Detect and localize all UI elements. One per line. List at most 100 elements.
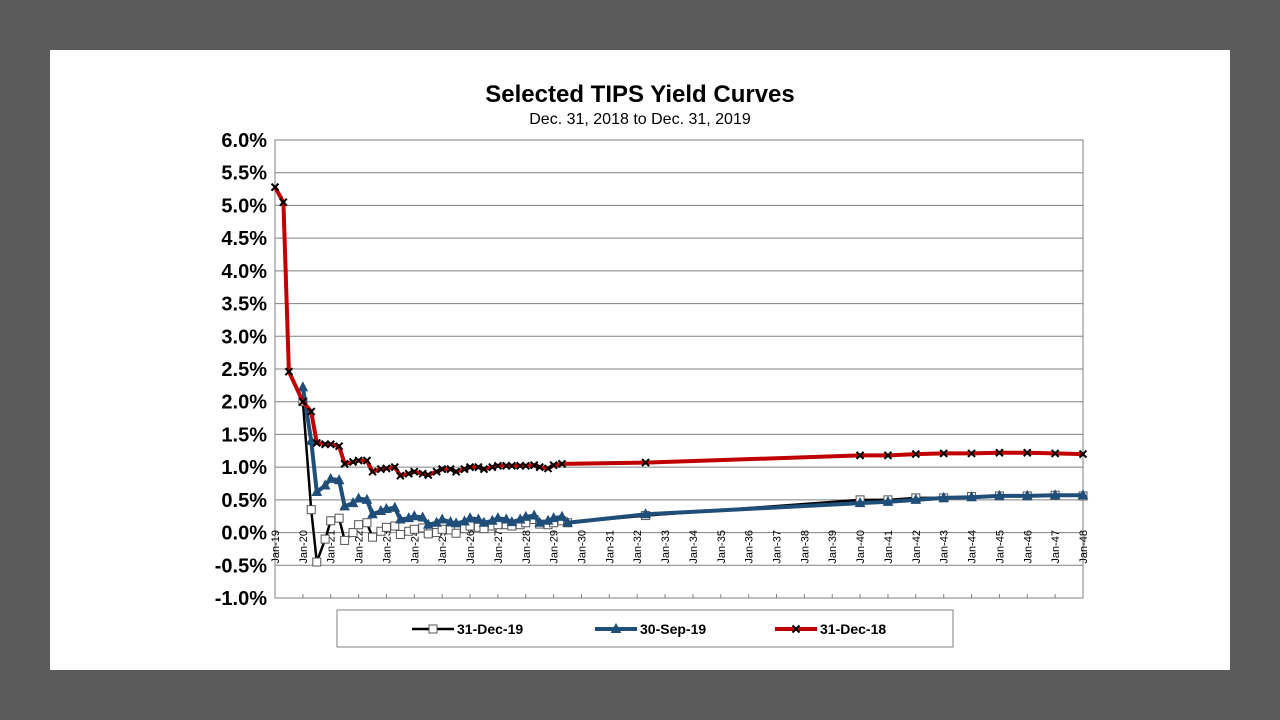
y-tick-label: 6.0% (221, 130, 267, 152)
data-point (1078, 449, 1088, 459)
data-point (437, 464, 447, 474)
data-point (910, 493, 922, 504)
x-tick-label: Jan-23 (381, 530, 393, 564)
data-point (641, 458, 650, 467)
x-tick-label: Jan-31 (604, 530, 616, 564)
y-tick-label: 2.5% (221, 359, 267, 381)
data-point (528, 509, 540, 520)
data-point (451, 467, 461, 476)
data-point (911, 449, 921, 459)
data-point (311, 485, 323, 497)
data-point (994, 489, 1005, 500)
y-tick-label: -0.5% (215, 555, 267, 577)
chart: Selected TIPS Yield Curves Dec. 31, 2018… (215, 81, 1090, 648)
data-point (326, 516, 336, 526)
data-point (967, 449, 976, 458)
y-tick-label: 2.0% (221, 392, 267, 414)
data-point (464, 512, 476, 523)
data-point (340, 535, 350, 545)
x-tick-label: Jan-35 (716, 530, 728, 564)
legend-label: 31-Dec-19 (457, 621, 523, 637)
data-point (436, 513, 448, 524)
data-point (361, 493, 373, 504)
series-group (270, 182, 1089, 567)
x-tick-label: Jan-36 (744, 530, 756, 564)
data-point (326, 440, 335, 449)
data-point (422, 518, 434, 529)
data-point (410, 467, 419, 476)
x-tick-label: Jan-28 (521, 530, 533, 564)
data-point (340, 459, 349, 469)
series-1 (297, 381, 1089, 529)
data-point (362, 518, 372, 528)
y-tick-label: 4.5% (221, 228, 267, 250)
data-point (353, 492, 364, 503)
data-point (855, 451, 865, 460)
y-tick-label: -1.0% (215, 588, 267, 610)
data-point (417, 511, 428, 522)
x-tick-label: Jan-29 (549, 530, 561, 564)
data-point (445, 516, 456, 527)
data-point (1049, 489, 1061, 500)
data-point (450, 517, 462, 528)
data-point (325, 472, 337, 483)
data-point (460, 464, 469, 474)
data-point (312, 438, 322, 448)
x-tick-label: Jan-19 (270, 530, 282, 564)
data-point (368, 532, 378, 542)
data-point (424, 470, 433, 480)
data-point (362, 456, 372, 465)
data-point (306, 505, 316, 515)
data-point (354, 520, 364, 530)
data-point (382, 464, 391, 473)
data-point (381, 502, 392, 514)
data-point (465, 462, 475, 472)
data-point (279, 197, 288, 207)
y-tick-label: 5.0% (221, 195, 267, 217)
data-point (507, 461, 517, 471)
x-tick-label: Jan-37 (772, 530, 784, 564)
data-point (432, 467, 441, 476)
data-point (556, 510, 568, 521)
data-point (557, 459, 567, 469)
x-tick-label: Jan-26 (465, 530, 477, 564)
data-point (390, 521, 400, 531)
data-point (478, 516, 490, 527)
x-tick-label: Jan-22 (354, 530, 366, 564)
legend: 31-Dec-19 30-Sep-19 31-Dec-18 (412, 621, 886, 637)
data-point (562, 516, 573, 527)
data-point (451, 528, 461, 538)
data-point (966, 491, 977, 502)
x-tick-label: Jan-25 (437, 530, 449, 564)
gridlines (275, 139, 1083, 599)
legend-item: 31-Dec-18 (775, 621, 886, 637)
data-point (307, 407, 316, 416)
x-tick-label: Jan-27 (493, 530, 505, 564)
data-point (334, 441, 344, 451)
data-point (428, 624, 438, 634)
data-point (389, 501, 401, 512)
data-point (520, 510, 532, 521)
data-point (479, 464, 489, 474)
data-point (493, 461, 503, 471)
legend-item: 30-Sep-19 (595, 621, 706, 637)
data-point (333, 474, 345, 485)
y-axis-ticks: -1.0% -0.5% 0.0% 0.5% 1.0% 1.5% 2.0% 2.5% 3.0% 3.… (215, 130, 267, 610)
legend-item: 31-Dec-19 (412, 621, 523, 637)
data-point (320, 534, 330, 544)
series-2 (270, 182, 1088, 480)
x-tick-label: Jan-47 (1050, 530, 1062, 564)
data-point (492, 512, 504, 523)
data-point (883, 451, 893, 460)
y-tick-label: 3.5% (221, 294, 267, 316)
slide: Selected TIPS Yield Curves Dec. 31, 2018… (50, 50, 1230, 670)
data-point (610, 622, 622, 633)
data-point (1023, 448, 1032, 457)
data-point (390, 462, 400, 472)
x-tick-label: Jan-32 (632, 530, 644, 564)
data-point (348, 528, 358, 538)
data-point (334, 513, 344, 523)
data-point (535, 462, 544, 472)
x-tick-label: Jan-30 (576, 530, 588, 564)
data-point (409, 524, 419, 534)
